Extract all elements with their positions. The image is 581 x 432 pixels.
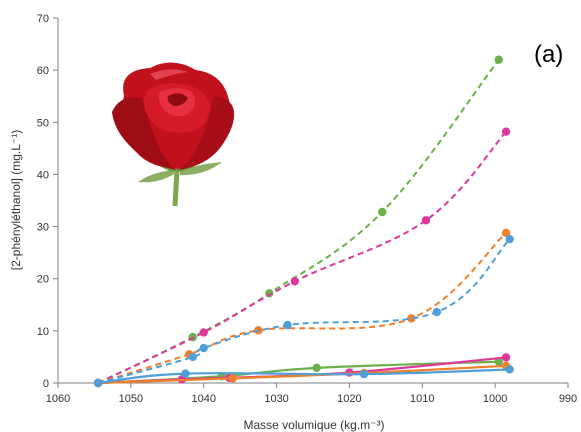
y-tick-label: 0 [43,378,49,390]
x-tick-label: 1000 [483,393,507,405]
data-point [181,369,190,378]
data-point [188,352,197,362]
x-tick-label: 1020 [337,393,361,405]
rose-petal-outer-left [112,97,176,170]
data-point [290,277,299,286]
series-line [97,238,511,384]
series-line [97,232,507,384]
rose-leaf-left [138,170,174,183]
y-tick-label: 20 [37,274,49,286]
series-2-dashed [93,127,511,388]
series-8-solid [93,365,514,388]
y-tick-label: 40 [37,169,49,181]
data-point [312,363,321,373]
data-point [265,289,274,298]
data-point [501,353,511,362]
data-point [432,307,442,317]
data-point [359,369,369,379]
ticks: 1060 1050 1040 1030 1020 1010 1000 990010203040… [37,13,577,405]
rose-petal-curl [167,93,188,106]
data-point [505,234,514,244]
data-point [407,314,416,323]
rose-image [112,62,235,207]
data-point [228,374,238,383]
rose-leaf-right [180,162,222,176]
y-tick-label: 70 [37,13,49,25]
y-tick-label: 50 [37,117,49,129]
data-point [501,228,511,238]
x-tick-label: 1030 [264,393,288,405]
data-point [378,207,387,217]
x-tick-label: 1060 [46,393,70,405]
rose-highlight [150,69,188,80]
x-tick-label: 990 [559,393,577,405]
data-point [199,328,208,337]
rose-stem [172,169,180,207]
series-6-solid [93,353,511,388]
axes [57,18,568,384]
data-point [93,378,103,388]
y-tick-label: 10 [37,326,49,338]
series-line [97,131,507,384]
panel-label: (a) [534,41,563,68]
y-tick-label: 30 [37,222,49,234]
data-point [283,320,292,330]
rose-petal-outer-right [178,96,235,170]
x-tick-label: 1010 [410,393,434,405]
data-point [505,365,514,374]
y-axis-title: [2-phényléthanol] (mg.L⁻¹) [9,130,23,270]
data-point [421,216,431,225]
data-point [494,357,503,366]
x-axis-title: Masse volumique (kg.m⁻³) [243,418,384,432]
data-point [199,343,208,353]
data-point [501,127,511,136]
y-tick-label: 60 [37,65,49,77]
data-point [494,55,503,64]
series-line [98,364,507,385]
series-layer [93,55,514,388]
series-line [97,368,510,385]
x-tick-label: 1050 [119,393,143,405]
x-tick-label: 1040 [191,393,215,405]
